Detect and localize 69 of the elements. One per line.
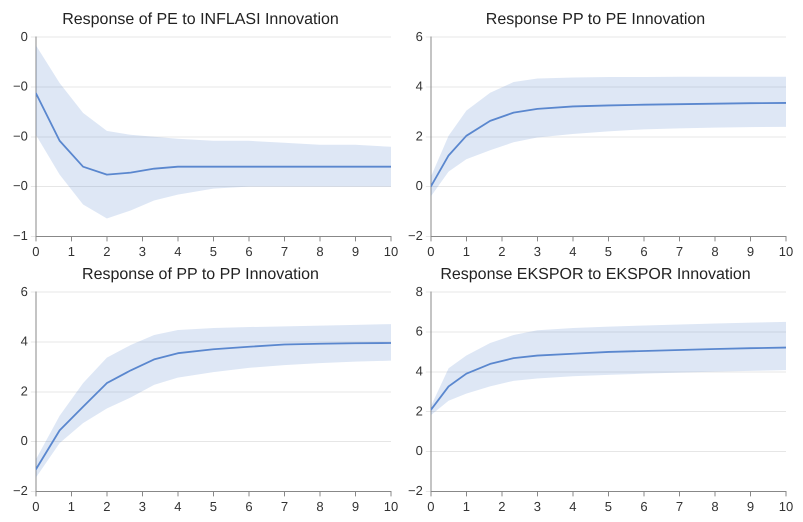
y-tick-label: −2 bbox=[408, 228, 423, 243]
x-tick-label: 4 bbox=[569, 498, 577, 514]
y-tick-label: −2 bbox=[12, 482, 28, 498]
x-tick-label: 0 bbox=[427, 498, 434, 514]
x-tick-label: 6 bbox=[245, 244, 253, 259]
x-tick-label: 10 bbox=[384, 244, 398, 259]
x-tick-label: 7 bbox=[280, 498, 288, 514]
chart-title: Response of PE to INFLASI Innovation bbox=[62, 11, 339, 28]
x-tick-label: 0 bbox=[32, 244, 40, 259]
x-tick-label: 3 bbox=[534, 244, 541, 259]
x-tick-label: 5 bbox=[604, 498, 612, 514]
chart-title: Response EKSPOR to EKSPOR Innovation bbox=[440, 266, 751, 284]
y-tick-label: 0 bbox=[20, 28, 28, 44]
x-tick-label: 2 bbox=[498, 244, 506, 259]
x-tick-label: 8 bbox=[316, 244, 324, 259]
y-tick-label: −0 bbox=[12, 78, 28, 94]
y-tick-label: 6 bbox=[20, 284, 28, 299]
x-tick-label: 2 bbox=[103, 244, 110, 259]
y-tick-label: 2 bbox=[20, 383, 28, 398]
y-tick-label: 6 bbox=[416, 324, 423, 339]
x-tick-label: 1 bbox=[68, 244, 75, 259]
x-tick-label: 8 bbox=[711, 244, 719, 259]
y-tick-label: 2 bbox=[416, 403, 423, 418]
y-tick-label: 4 bbox=[416, 363, 423, 378]
y-tick-label: 0 bbox=[416, 443, 423, 458]
y-tick-label: 4 bbox=[20, 334, 28, 349]
x-tick-label: 2 bbox=[498, 498, 506, 514]
x-tick-label: 4 bbox=[174, 498, 182, 514]
y-tick-label: −0 bbox=[12, 128, 28, 144]
y-tick-label: −0 bbox=[12, 178, 28, 194]
x-tick-label: 7 bbox=[676, 498, 684, 514]
x-tick-label: 6 bbox=[245, 498, 253, 514]
chart-title: Response of PP to PP Innovation bbox=[82, 266, 319, 284]
x-tick-label: 5 bbox=[210, 498, 218, 514]
x-tick-label: 0 bbox=[427, 244, 434, 259]
x-tick-label: 3 bbox=[534, 498, 541, 514]
y-tick-label: 8 bbox=[416, 284, 423, 299]
x-tick-label: 4 bbox=[174, 244, 182, 259]
x-tick-label: 9 bbox=[746, 244, 754, 259]
x-tick-label: 6 bbox=[640, 498, 648, 514]
x-tick-label: 10 bbox=[778, 244, 794, 259]
x-tick-label: 4 bbox=[569, 244, 577, 259]
chart-title: Response PP to PE Innovation bbox=[486, 11, 706, 28]
y-tick-label: 4 bbox=[416, 78, 423, 94]
y-tick-label: −1 bbox=[12, 228, 28, 243]
x-tick-label: 5 bbox=[210, 244, 218, 259]
x-tick-label: 8 bbox=[711, 498, 719, 514]
x-tick-label: 7 bbox=[676, 244, 684, 259]
x-tick-label: 8 bbox=[316, 498, 324, 514]
x-tick-label: 1 bbox=[462, 244, 470, 259]
x-tick-label: 7 bbox=[280, 244, 288, 259]
x-tick-label: 10 bbox=[384, 498, 398, 514]
x-tick-label: 6 bbox=[640, 244, 648, 259]
x-tick-label: 3 bbox=[138, 498, 146, 514]
x-tick-label: 10 bbox=[778, 498, 794, 514]
x-tick-label: 1 bbox=[68, 498, 75, 514]
x-tick-label: 9 bbox=[352, 244, 360, 259]
y-tick-label: 0 bbox=[20, 433, 28, 448]
x-tick-label: 9 bbox=[352, 498, 360, 514]
x-tick-label: 0 bbox=[32, 498, 40, 514]
x-tick-label: 1 bbox=[462, 498, 470, 514]
x-tick-label: 9 bbox=[746, 498, 754, 514]
y-tick-label: 0 bbox=[416, 178, 423, 194]
y-tick-label: 2 bbox=[416, 128, 423, 144]
x-tick-label: 2 bbox=[103, 498, 110, 514]
y-tick-label: −2 bbox=[408, 482, 423, 498]
y-tick-label: 6 bbox=[416, 28, 423, 44]
x-tick-label: 3 bbox=[138, 244, 146, 259]
x-tick-label: 5 bbox=[604, 244, 612, 259]
